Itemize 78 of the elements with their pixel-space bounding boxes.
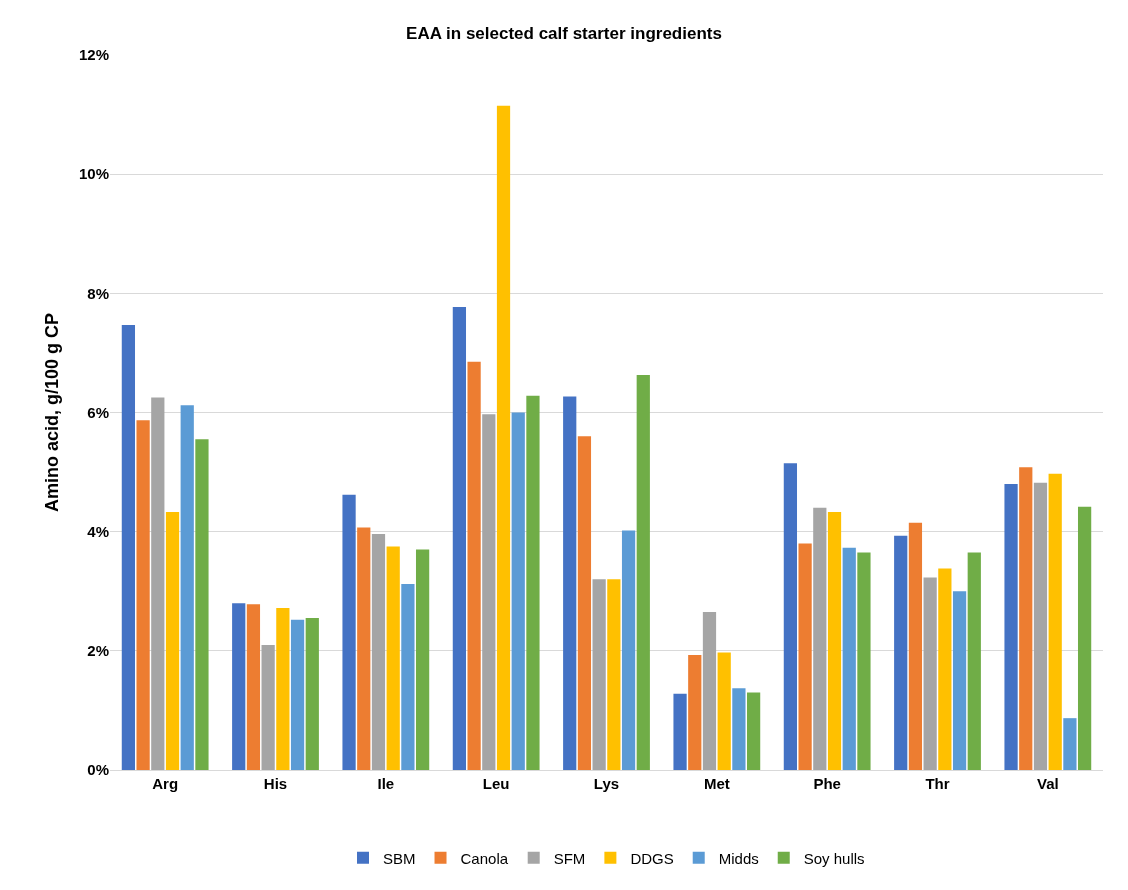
- bar: [246, 604, 261, 770]
- bar: [1077, 506, 1092, 770]
- bar: [746, 692, 761, 770]
- bar: [717, 652, 731, 770]
- bar: [577, 436, 592, 770]
- bar: [290, 619, 305, 770]
- y-tick-label: 12%: [78, 46, 109, 64]
- bar: [798, 543, 812, 770]
- bar: [232, 603, 246, 770]
- bar: [732, 688, 746, 770]
- legend-label: Canola: [460, 849, 509, 867]
- bar: [923, 577, 937, 770]
- y-tick-label: 6%: [87, 403, 109, 421]
- bar: [688, 655, 702, 770]
- y-tick-label: 0%: [87, 761, 109, 779]
- x-tick-label: Leu: [482, 775, 510, 792]
- bar: [563, 396, 577, 770]
- bar: [195, 439, 209, 770]
- bar: [813, 507, 827, 770]
- y-tick-label: 2%: [87, 642, 109, 660]
- bar: [1048, 473, 1062, 770]
- bar: [938, 568, 952, 770]
- x-tick-label: Ile: [377, 775, 395, 792]
- bar: [496, 105, 511, 770]
- bar: [482, 414, 496, 770]
- bar: [526, 395, 540, 770]
- bar: [165, 512, 180, 770]
- bar: [467, 361, 481, 770]
- bar: [136, 420, 150, 770]
- bar: [636, 374, 650, 770]
- bar: [908, 522, 923, 770]
- bar: [842, 547, 856, 770]
- bar: [702, 612, 717, 770]
- bar: [1063, 718, 1077, 770]
- bar: [276, 607, 290, 770]
- bar: [121, 324, 136, 770]
- bar: [607, 579, 621, 770]
- legend-label: Midds: [718, 849, 759, 867]
- y-tick-label: 4%: [87, 522, 109, 540]
- bar: [180, 405, 194, 770]
- bar: [452, 307, 467, 770]
- bar: [827, 512, 842, 770]
- x-tick-label: Val: [1036, 775, 1059, 792]
- bar: [1004, 484, 1018, 770]
- bar: [592, 579, 606, 770]
- bar: [621, 530, 636, 770]
- x-tick-label: Thr: [925, 775, 950, 792]
- x-tick-label: Phe: [813, 775, 841, 792]
- bar: [1019, 467, 1033, 770]
- y-axis-title: Amino acid, g/100 g CP: [42, 312, 63, 513]
- bar: [151, 397, 165, 770]
- bar: [342, 494, 356, 770]
- bar: [1033, 482, 1048, 770]
- legend-label: SBM: [383, 849, 416, 867]
- bar: [371, 534, 386, 770]
- bar: [857, 552, 871, 770]
- x-tick-label: His: [263, 775, 288, 792]
- bar: [401, 584, 415, 770]
- x-tick-label: Arg: [152, 775, 179, 792]
- bar: [305, 618, 319, 770]
- bar: [952, 591, 967, 770]
- x-tick-label: Met: [703, 775, 730, 792]
- bar: [357, 527, 371, 770]
- bar: [673, 693, 687, 770]
- bar: [415, 549, 430, 770]
- bar: [511, 412, 525, 770]
- bar: [894, 535, 908, 770]
- legend-label: Soy hulls: [803, 849, 865, 867]
- y-tick-label: 8%: [87, 284, 109, 302]
- bar: [386, 546, 400, 770]
- legend-label: DDGS: [630, 849, 674, 867]
- bar: [783, 463, 798, 770]
- legend-label: SFM: [553, 849, 586, 867]
- y-tick-label: 10%: [78, 165, 109, 183]
- bar: [261, 644, 275, 770]
- x-tick-label: Lys: [593, 775, 620, 792]
- chart-title: EAA in selected calf starter ingredients: [406, 23, 722, 43]
- bar: [967, 552, 981, 770]
